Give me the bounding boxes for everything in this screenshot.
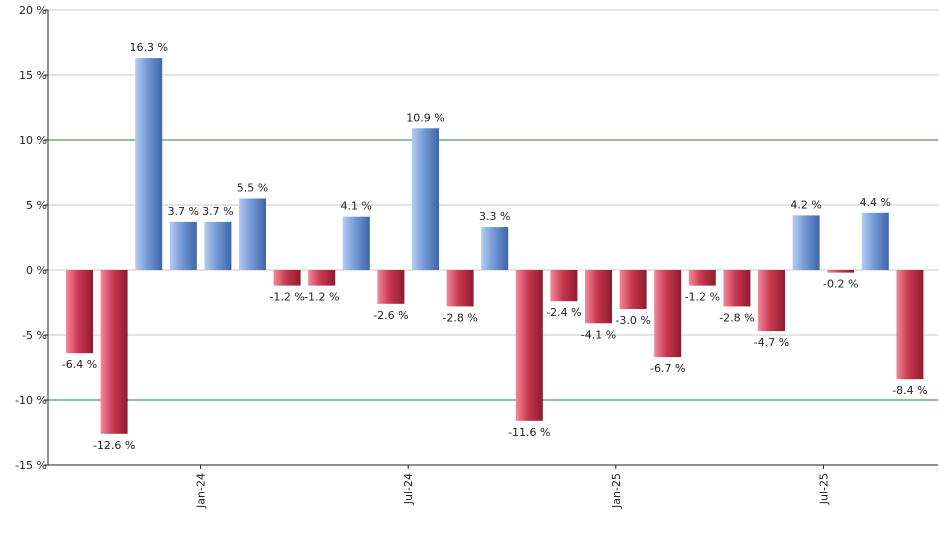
bar-value-label: -3.0 % (615, 314, 650, 327)
y-tick-label: 10 % (19, 134, 47, 147)
bar (412, 128, 439, 270)
y-tick-label: 0 % (26, 264, 47, 277)
bar-value-label: -4.1 % (581, 328, 616, 341)
bar-value-label: 3.7 % (202, 205, 233, 218)
bar-value-label: -4.7 % (754, 336, 789, 349)
y-tick-label: 20 % (19, 4, 47, 17)
bar (66, 270, 93, 354)
bar (585, 270, 612, 324)
x-tick-label: Jan-25 (610, 473, 623, 509)
bar (515, 270, 543, 421)
bar (308, 270, 336, 286)
bar-value-label: -12.6 % (93, 439, 135, 452)
bar (619, 270, 647, 309)
bar-value-label: -2.8 % (719, 311, 754, 324)
bar (239, 198, 266, 270)
bar-value-label: 3.7 % (168, 205, 199, 218)
bar (861, 212, 889, 270)
y-tick-label: 15 % (19, 69, 47, 82)
bar-value-label: 10.9 % (406, 111, 444, 124)
bar (377, 270, 405, 304)
bar-value-label: 4.2 % (790, 198, 821, 211)
bar (273, 270, 301, 286)
bar (135, 58, 163, 270)
y-tick-label: -10 % (15, 394, 47, 407)
bar-value-label: -6.4 % (62, 358, 97, 371)
x-tick-label: Jan-24 (195, 473, 208, 509)
bar (758, 270, 785, 332)
y-tick-label: 5 % (26, 199, 47, 212)
bars (66, 58, 924, 434)
bar (654, 270, 682, 358)
bar-value-label: -0.2 % (823, 278, 858, 291)
bar-value-label: -1.2 % (269, 291, 304, 304)
bar (896, 270, 924, 380)
x-tick-label: Jul-25 (817, 473, 830, 505)
bar (723, 270, 751, 307)
bar-value-label: -2.8 % (442, 311, 477, 324)
bar-value-label: -1.2 % (685, 291, 720, 304)
bar (688, 270, 716, 286)
y-tick-label: -15 % (15, 459, 47, 472)
bar-value-label: -6.7 % (650, 362, 685, 375)
axes: 20 % 15 % 10 % 5 % 0 % -5 % -10 % -15 % Jan-24 Ju… (15, 4, 938, 509)
bar (204, 221, 232, 270)
bar-value-label: -2.4 % (546, 306, 581, 319)
bar-value-label: -2.6 % (373, 309, 408, 322)
bar-value-label: -8.4 % (892, 384, 927, 397)
bar-value-label: -11.6 % (508, 426, 550, 439)
bar (481, 227, 509, 270)
data-labels: -6.4 % -12.6 % 16.3 % 3.7 % 3.7 % 5.5 % -1.2 %… (62, 41, 928, 452)
bar-value-label: 16.3 % (129, 41, 167, 54)
bar (792, 215, 820, 270)
reference-lines (48, 139, 938, 401)
bar-value-label: -1.2 % (304, 291, 339, 304)
bar (550, 270, 578, 302)
bar-value-label: 3.3 % (479, 210, 510, 223)
bar (169, 221, 197, 270)
bar (100, 270, 128, 434)
x-tick-label: Jul-24 (402, 473, 415, 505)
bar (446, 270, 474, 307)
bar-value-label: 4.1 % (341, 200, 372, 213)
bar-value-label: 4.4 % (860, 196, 891, 209)
bar (342, 216, 370, 270)
bar (827, 270, 855, 273)
bar-value-label: 5.5 % (237, 182, 268, 195)
y-tick-label: -5 % (22, 329, 47, 342)
